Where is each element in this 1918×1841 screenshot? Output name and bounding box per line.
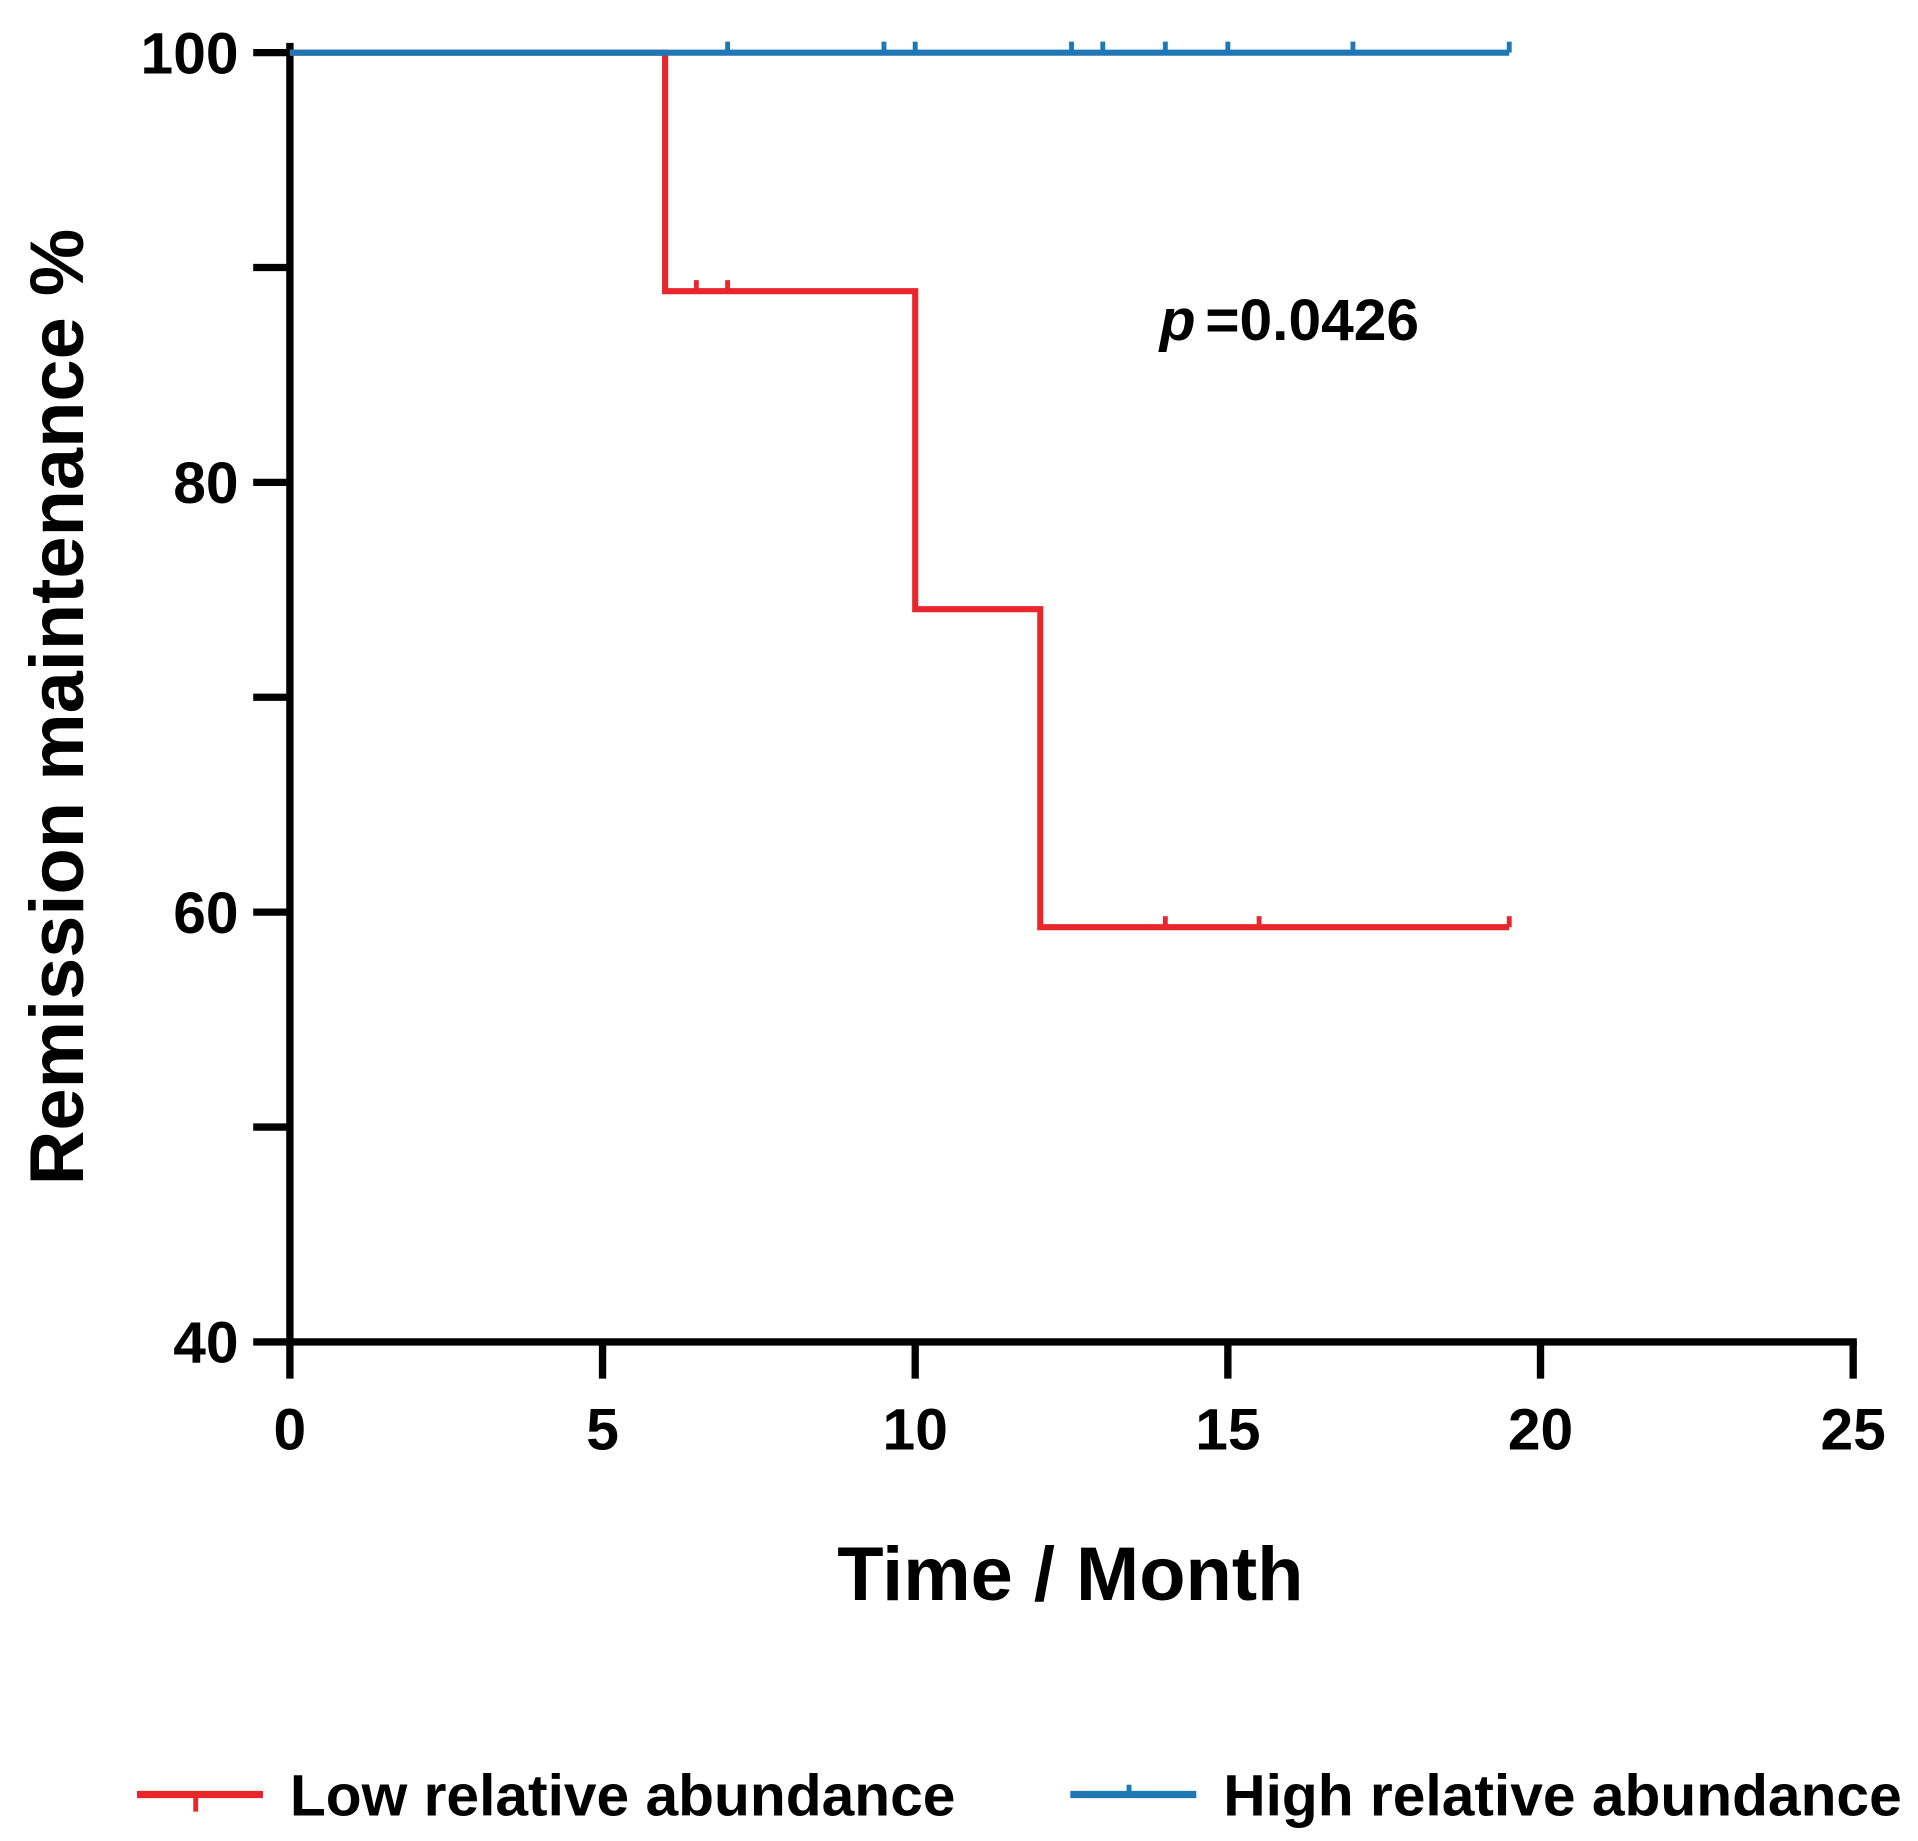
x-tick-label: 25	[1821, 1398, 1886, 1463]
x-tick-label: 0	[274, 1398, 307, 1463]
p-value: p =0.0426	[1158, 288, 1419, 353]
x-tick-label: 5	[586, 1398, 619, 1463]
p-text: =0.0426	[1205, 288, 1419, 353]
y-tick-label: 80	[173, 451, 238, 516]
x-tick-label: 15	[1195, 1398, 1260, 1463]
legend-label: High relative abundance	[1223, 1763, 1902, 1828]
y-axis-title: Remission maintenance %	[15, 229, 100, 1186]
y-tick-label: 100	[141, 21, 239, 86]
legend-label: Low relative abundance	[290, 1763, 955, 1828]
x-axis-title: Time / Month	[837, 1532, 1303, 1617]
x-tick-label: 20	[1508, 1398, 1573, 1463]
y-tick-label: 40	[173, 1311, 238, 1376]
y-tick-label: 60	[173, 881, 238, 946]
p-symbol: p	[1158, 288, 1196, 353]
survival-line	[289, 49, 1510, 931]
x-tick-label: 10	[883, 1398, 948, 1463]
